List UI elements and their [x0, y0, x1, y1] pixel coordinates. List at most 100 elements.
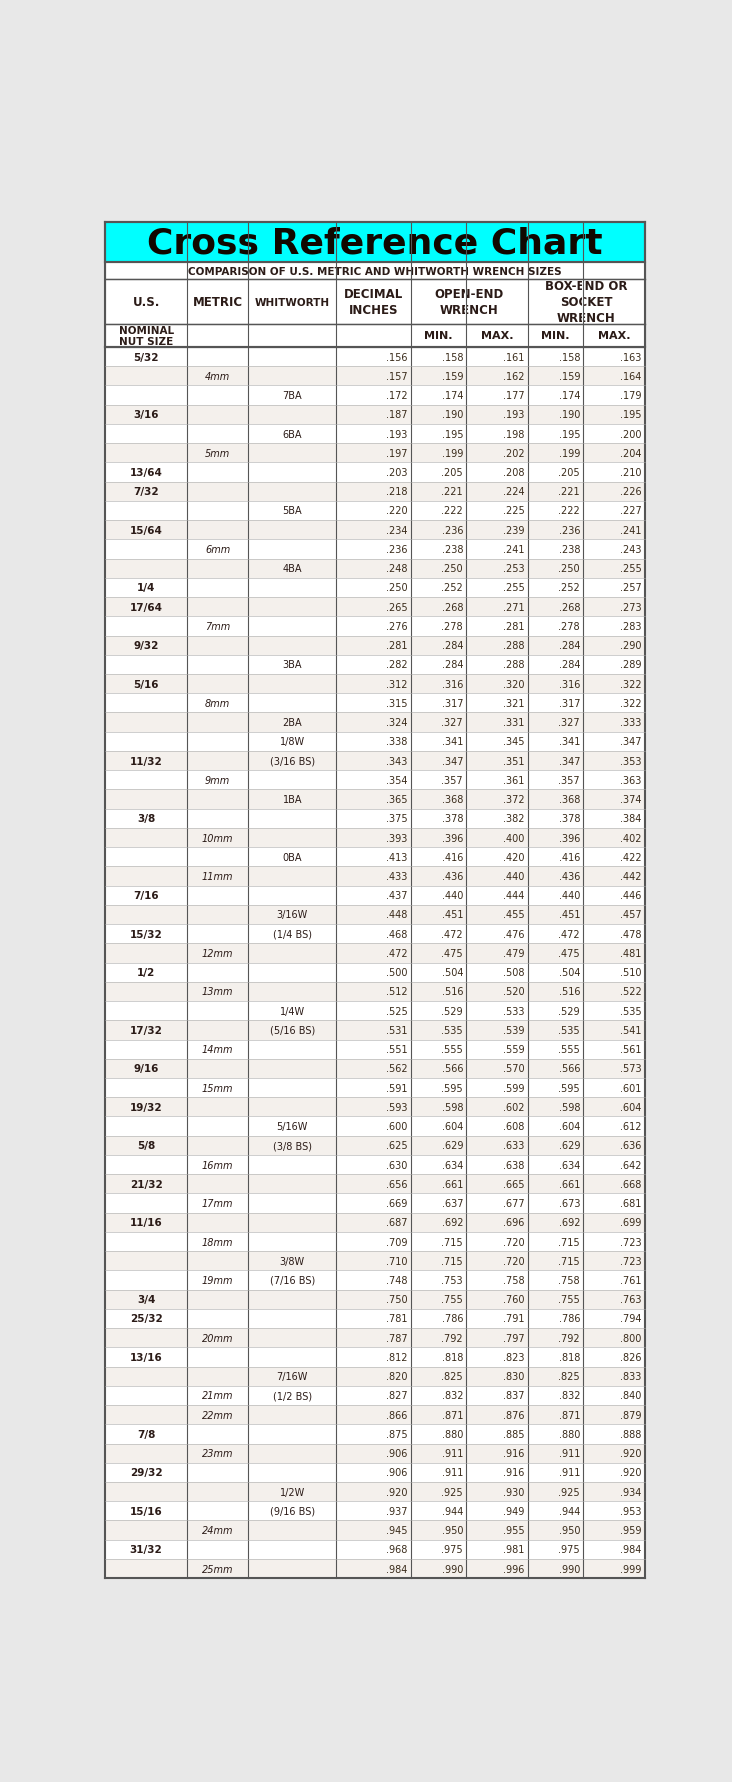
Text: .570: .570	[503, 1064, 525, 1075]
Text: .190: .190	[441, 410, 463, 421]
Text: 15/64: 15/64	[130, 526, 163, 535]
Text: .888: .888	[621, 1429, 642, 1440]
Text: 15/32: 15/32	[130, 928, 163, 939]
Bar	[105, 501, 645, 520]
Text: .601: .601	[621, 1083, 642, 1092]
Text: .930: .930	[504, 1486, 525, 1497]
Text: .668: .668	[621, 1180, 642, 1189]
Text: .944: .944	[559, 1506, 580, 1516]
Bar	[105, 656, 645, 675]
Text: .338: .338	[386, 738, 408, 747]
Text: METRIC: METRIC	[193, 296, 242, 308]
Text: .880: .880	[559, 1429, 580, 1440]
Text: .357: .357	[559, 775, 580, 786]
Bar	[105, 1540, 645, 1559]
Bar	[105, 367, 645, 387]
Bar	[105, 1347, 645, 1367]
Text: .161: .161	[504, 353, 525, 362]
Bar	[105, 732, 645, 752]
Text: 21mm: 21mm	[202, 1390, 234, 1401]
Text: .195: .195	[559, 429, 580, 440]
Text: .876: .876	[504, 1410, 525, 1420]
Text: .516: .516	[441, 987, 463, 996]
Text: 3BA: 3BA	[283, 659, 302, 670]
Text: .604: .604	[441, 1121, 463, 1132]
Text: .748: .748	[386, 1276, 408, 1285]
Text: 11mm: 11mm	[202, 871, 234, 882]
Text: .276: .276	[386, 622, 408, 631]
Bar	[105, 406, 645, 424]
Text: .709: .709	[386, 1237, 408, 1247]
Text: 18mm: 18mm	[202, 1237, 234, 1247]
Text: NOMINAL
NUT SIZE: NOMINAL NUT SIZE	[119, 326, 173, 347]
Text: .715: .715	[559, 1256, 580, 1265]
Text: .436: .436	[559, 871, 580, 882]
Text: WHITWORTH: WHITWORTH	[255, 298, 330, 307]
Text: 7/8: 7/8	[137, 1429, 155, 1440]
Text: .541: .541	[620, 1025, 642, 1035]
Text: .968: .968	[386, 1545, 408, 1554]
Bar	[105, 1406, 645, 1424]
Text: .327: .327	[559, 718, 580, 727]
Text: .250: .250	[441, 563, 463, 574]
Text: .315: .315	[386, 699, 408, 709]
Text: .820: .820	[386, 1372, 408, 1381]
Text: .818: .818	[559, 1353, 580, 1361]
Text: .479: .479	[504, 948, 525, 959]
Text: .598: .598	[441, 1103, 463, 1112]
Text: 12mm: 12mm	[202, 948, 234, 959]
Text: .827: .827	[386, 1390, 408, 1401]
Text: .193: .193	[386, 429, 408, 440]
Text: 25/32: 25/32	[130, 1313, 163, 1324]
Text: .255: .255	[620, 563, 642, 574]
Text: .227: .227	[620, 506, 642, 517]
Text: 1/4W: 1/4W	[280, 1007, 305, 1016]
Text: .351: .351	[504, 756, 525, 766]
Text: .347: .347	[441, 756, 463, 766]
Text: 8mm: 8mm	[205, 699, 230, 709]
Text: .316: .316	[441, 679, 463, 690]
Text: .468: .468	[386, 928, 408, 939]
Text: .637: .637	[441, 1198, 463, 1208]
Text: .331: .331	[504, 718, 525, 727]
Text: 19mm: 19mm	[202, 1276, 234, 1285]
Text: .273: .273	[620, 602, 642, 613]
Text: .157: .157	[386, 372, 408, 381]
Text: .629: .629	[559, 1140, 580, 1151]
Text: .533: .533	[504, 1007, 525, 1016]
Text: .636: .636	[621, 1140, 642, 1151]
Text: .833: .833	[621, 1372, 642, 1381]
Text: .604: .604	[621, 1103, 642, 1112]
Text: .281: .281	[504, 622, 525, 631]
Text: .871: .871	[559, 1410, 580, 1420]
Text: .723: .723	[620, 1256, 642, 1265]
Text: .288: .288	[504, 642, 525, 650]
Text: .955: .955	[503, 1525, 525, 1536]
Text: .925: .925	[441, 1486, 463, 1497]
Text: .218: .218	[386, 486, 408, 497]
Text: .159: .159	[441, 372, 463, 381]
Text: .761: .761	[620, 1276, 642, 1285]
Bar	[105, 463, 645, 483]
Text: 5BA: 5BA	[283, 506, 302, 517]
Text: .916: .916	[504, 1449, 525, 1458]
Bar	[105, 1078, 645, 1098]
Text: .555: .555	[559, 1044, 580, 1055]
Bar	[105, 925, 645, 944]
Text: .953: .953	[620, 1506, 642, 1516]
Text: .174: .174	[441, 390, 463, 401]
Text: 9/32: 9/32	[133, 642, 159, 650]
Text: .945: .945	[386, 1525, 408, 1536]
Bar	[105, 636, 645, 656]
Text: .365: .365	[386, 795, 408, 805]
Bar	[583, 282, 584, 324]
Bar	[105, 1117, 645, 1137]
Text: 3/4: 3/4	[137, 1294, 155, 1304]
Text: .195: .195	[620, 410, 642, 421]
Text: 11/32: 11/32	[130, 756, 163, 766]
Text: .999: .999	[621, 1563, 642, 1574]
Text: .368: .368	[559, 795, 580, 805]
Bar	[105, 809, 645, 829]
Text: .341: .341	[441, 738, 463, 747]
Text: .593: .593	[386, 1103, 408, 1112]
